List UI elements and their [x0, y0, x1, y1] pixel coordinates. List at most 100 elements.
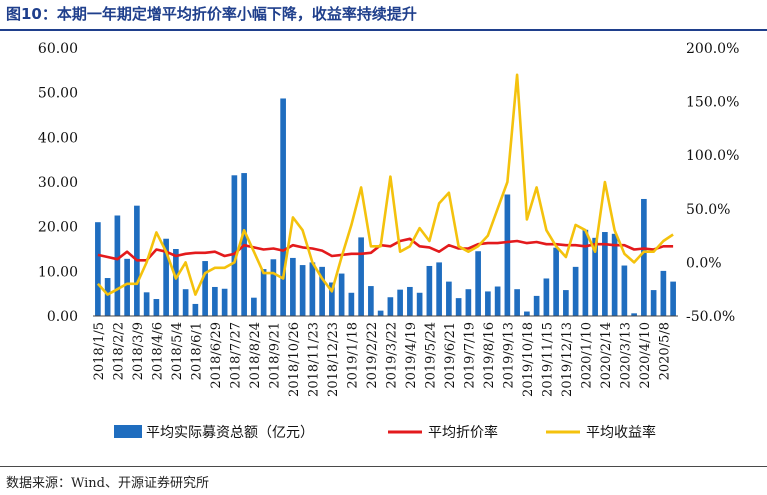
x-axis-tick-label: 2019/4/19 [404, 322, 419, 389]
right-axis-tick-label: 0.0% [686, 255, 722, 271]
bar [572, 266, 579, 316]
bar [426, 265, 433, 316]
bar [553, 247, 559, 316]
bar [173, 249, 179, 316]
bar [270, 259, 277, 316]
footer-rule [0, 466, 767, 467]
title-underline [0, 29, 767, 31]
x-axis-tick-label: 2020/4/10 [638, 322, 653, 389]
legend-bar-label: 平均实际募资总额（亿元） [146, 425, 314, 441]
x-axis-tick-label: 2018/5/4 [170, 322, 185, 380]
left-axis-tick-label: 20.00 [38, 220, 78, 236]
bar [368, 286, 374, 316]
x-axis-tick-label: 2020/2/14 [599, 322, 614, 389]
source-note: 数据来源：Wind、开源证券研究所 [6, 476, 209, 491]
bar [543, 278, 550, 316]
bar [377, 310, 384, 316]
left-axis-tick-label: 30.00 [38, 175, 78, 191]
left-axis-tick-label: 10.00 [38, 264, 78, 280]
bar [611, 233, 618, 316]
bar [290, 257, 296, 316]
legend-yield-label: 平均收益率 [586, 424, 656, 441]
bar [524, 311, 530, 316]
bar [143, 292, 150, 316]
x-axis-tick-label: 2019/3/22 [384, 322, 399, 389]
bar [631, 313, 637, 316]
bar [221, 288, 228, 316]
bar [319, 266, 325, 316]
right-axis-tick-label: 150.0% [686, 95, 739, 111]
bar [251, 297, 257, 316]
title-bar: 图10：本期一年期定增平均折价率小幅下降，收益率持续提升 [0, 0, 767, 31]
bar [231, 175, 238, 316]
bar [592, 237, 598, 316]
right-axis-tick-label: 200.0% [686, 41, 739, 57]
x-axis-tick-label: 2018/6/29 [209, 322, 224, 389]
bar [621, 265, 628, 316]
bar [358, 237, 364, 316]
x-axis-tick-label: 2020/1/10 [579, 322, 594, 389]
bar [465, 289, 472, 316]
bar [407, 286, 413, 316]
x-axis-tick-label: 2019/6/21 [443, 322, 458, 389]
bar [299, 265, 306, 316]
bar [533, 295, 540, 316]
combo-chart: 0.00 10.00 20.00 30.00 40.00 50.00 60.00 -50.0%… [38, 41, 739, 441]
bar [436, 262, 442, 316]
bar [348, 292, 355, 316]
yield-rate-line [96, 73, 674, 296]
bar [309, 262, 316, 316]
bar [494, 286, 501, 316]
x-axis-tick-label: 2019/10/18 [521, 322, 536, 397]
bar [670, 281, 676, 316]
right-axis-tick-label: -50.0% [686, 309, 735, 325]
chart-title: 图10：本期一年期定增平均折价率小幅下降，收益率持续提升 [6, 5, 417, 23]
bar [485, 291, 491, 316]
bar [602, 232, 608, 316]
x-axis-tick-label: 2018/11/23 [306, 322, 321, 397]
bar [153, 299, 160, 316]
bar [387, 297, 394, 316]
left-axis-tick-label: 40.00 [38, 130, 78, 146]
x-axis-tick-label: 2018/3/9 [131, 322, 146, 380]
bar [104, 278, 111, 316]
bar [475, 251, 481, 316]
x-axis-tick-label: 2018/2/2 [111, 322, 126, 380]
bar [582, 229, 589, 316]
x-axis-tick-label: 2018/6/1 [189, 322, 204, 380]
x-axis-tick-label: 2019/1/18 [345, 322, 360, 389]
x-axis-tick-label: 2019/2/22 [365, 322, 380, 389]
bar [563, 290, 569, 316]
x-axis-tick-label: 2020/3/13 [618, 322, 633, 389]
right-axis-tick-label: 100.0% [686, 148, 739, 164]
x-axis-tick-label: 2018/1/5 [92, 322, 107, 380]
x-axis-tick-label: 2019/7/19 [462, 322, 477, 389]
x-axis-tick-label: 2019/5/24 [423, 322, 438, 389]
x-axis-tick-label: 2018/10/26 [287, 322, 302, 397]
bar [260, 269, 267, 316]
bar [514, 289, 520, 316]
bar [95, 222, 101, 316]
legend-bar-swatch [114, 425, 142, 438]
bar [114, 215, 121, 316]
legend-discount-label: 平均折价率 [428, 424, 498, 441]
bar [124, 258, 130, 316]
bar [641, 198, 647, 316]
right-axis-tick-label: 50.0% [686, 202, 730, 218]
x-axis-tick-label: 2019/9/13 [501, 322, 516, 389]
x-axis-tick-label: 2018/4/6 [150, 322, 165, 380]
bar [192, 303, 199, 316]
bar [446, 281, 452, 316]
bar [280, 98, 286, 317]
bar [650, 290, 657, 316]
x-axis-tick-label: 2019/8/16 [482, 322, 497, 389]
bar [163, 238, 169, 316]
x-axis-tick-label: 2018/8/24 [248, 322, 263, 389]
bar [504, 194, 511, 316]
bar [329, 282, 335, 316]
bar [182, 289, 189, 316]
bar [338, 273, 345, 316]
x-axis-tick-label: 2020/5/8 [657, 322, 672, 380]
bar [416, 292, 423, 316]
left-axis-tick-label: 50.00 [38, 86, 78, 102]
